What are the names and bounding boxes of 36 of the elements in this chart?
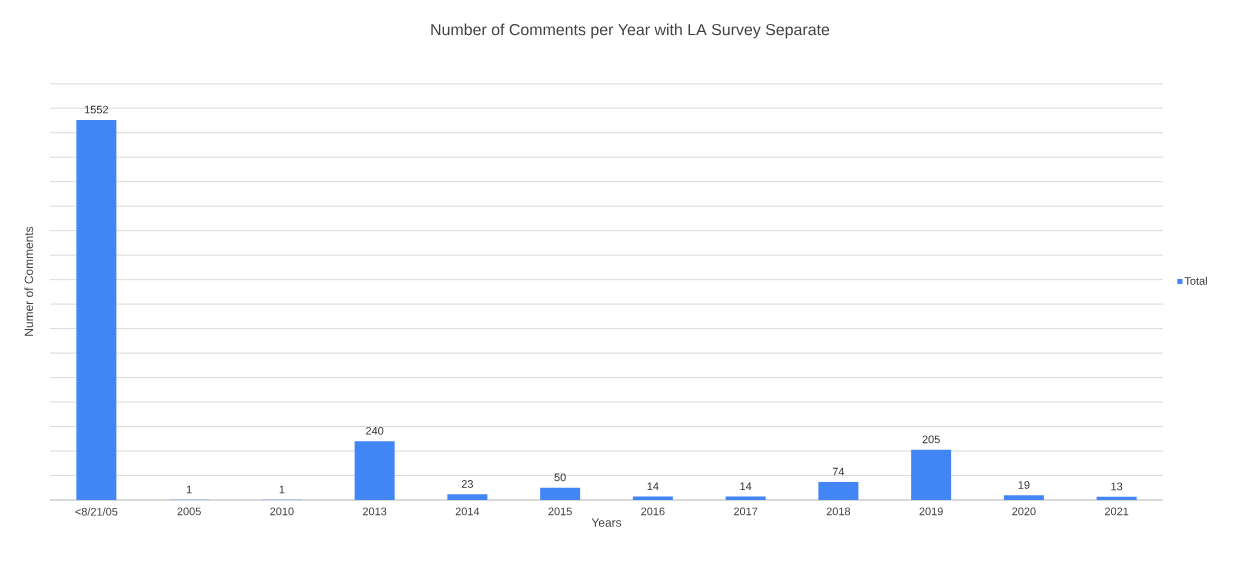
data-label: 14 (647, 482, 659, 491)
x-tick-label: 2013 (362, 507, 387, 516)
data-label: 1 (279, 485, 285, 494)
data-label: 1552 (85, 105, 109, 114)
x-tick-label: 2021 (1104, 507, 1129, 516)
x-tick-label: 2015 (548, 507, 572, 516)
bar (76, 119, 117, 500)
data-label: 205 (922, 435, 940, 444)
y-axis-title: Numer of Comments (24, 226, 34, 336)
data-label: 1 (186, 485, 192, 494)
bar (911, 449, 952, 500)
bar (818, 481, 859, 500)
bar (447, 494, 488, 500)
bar (354, 441, 395, 500)
x-tick-label: <8/21/05 (75, 507, 118, 516)
data-label: 50 (554, 473, 566, 482)
x-axis-title: Years (591, 518, 622, 527)
x-tick-label: 2010 (270, 507, 294, 516)
chart-title: Number of Comments per Year with LA Survey Separate (431, 23, 830, 39)
data-label: 23 (461, 480, 473, 488)
x-tick-label: 2005 (177, 507, 201, 516)
data-label: 19 (1018, 481, 1030, 489)
data-label: 14 (740, 482, 752, 491)
data-label: 13 (1111, 482, 1123, 491)
x-tick-label: 2020 (1012, 507, 1036, 516)
x-tick-label: 2018 (826, 507, 851, 516)
bar (1003, 495, 1044, 500)
data-label: 240 (366, 426, 384, 435)
x-tick-label: 2014 (455, 507, 480, 516)
x-tick-label: 2016 (641, 507, 665, 516)
x-tick-label: 2019 (919, 507, 943, 516)
bar (540, 487, 581, 500)
x-tick-label: 2017 (733, 507, 758, 516)
legend-label: Total (1184, 276, 1207, 285)
data-label: 74 (832, 467, 845, 476)
bar (1096, 496, 1137, 500)
